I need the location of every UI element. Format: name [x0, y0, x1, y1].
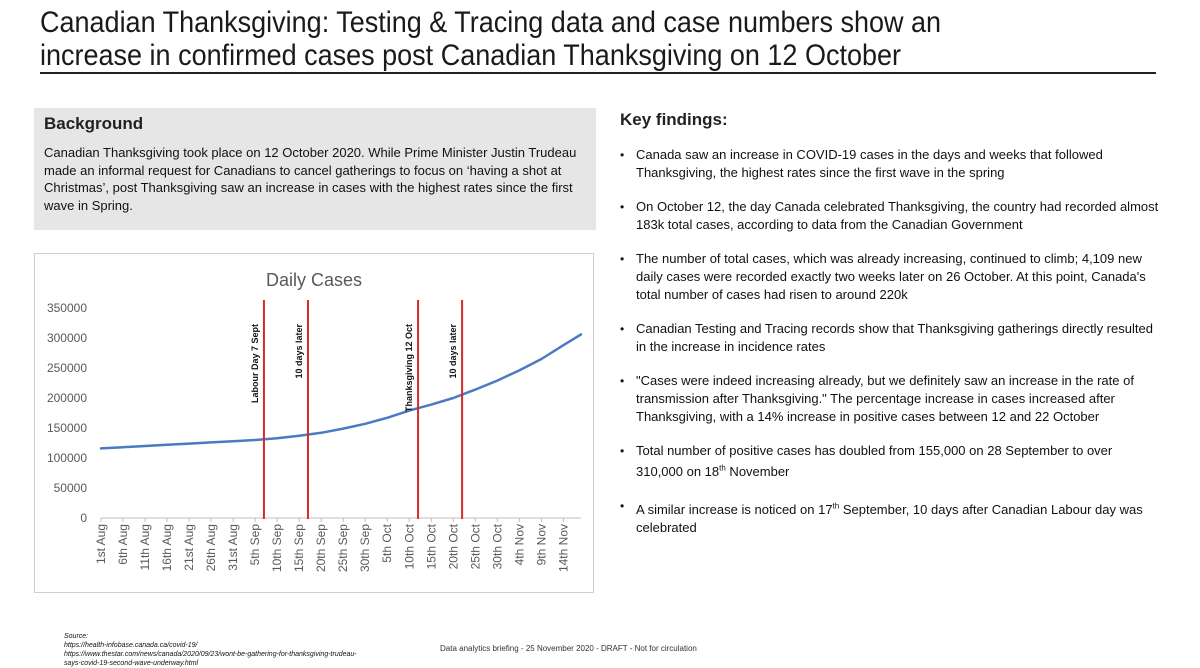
background-panel: Background Canadian Thanksgiving took pl…: [34, 108, 596, 230]
title-divider: [40, 72, 1156, 74]
y-tick-label: 150000: [47, 421, 87, 435]
x-tick-label: 6th Aug: [116, 524, 130, 565]
background-text: Canadian Thanksgiving took place on 12 O…: [44, 145, 577, 213]
finding-text: On October 12, the day Canada celebrated…: [636, 199, 1159, 232]
x-tick-label: 15th Oct: [424, 523, 438, 569]
key-findings-heading: Key findings:: [620, 110, 728, 129]
background-heading: Background: [44, 114, 144, 133]
bullet-icon: •: [620, 322, 625, 336]
y-tick-label: 0: [80, 511, 87, 525]
x-tick-label: 4th Nov: [512, 524, 526, 565]
x-tick-label: 5th Sep: [248, 524, 262, 566]
x-tick-label: 5th Oct: [380, 523, 394, 562]
finding-text: The number of total cases, which was alr…: [636, 251, 1146, 302]
x-tick-label: 10th Sep: [270, 524, 284, 572]
x-tick-label: 15th Sep: [292, 524, 306, 572]
x-tick-label: 31st Aug: [226, 524, 240, 571]
y-tick-label: 200000: [47, 391, 87, 405]
x-tick-label: 21st Aug: [182, 524, 196, 571]
event-marker-label: Labour Day 7 Sept: [250, 324, 260, 403]
chart-canvas: Daily Cases 0 50000 100000 150000 200000 25000…: [47, 270, 583, 572]
finding-text: Total number of positive cases has doubl…: [636, 443, 1113, 480]
finding-text: Canadian Testing and Tracing records sho…: [636, 321, 1153, 354]
source-link-1[interactable]: https://health-infobase.canada.ca/covid-…: [64, 642, 198, 649]
event-marker-label: 10 days later: [294, 324, 304, 379]
footer-text: Data analytics briefing - 25 November 20…: [440, 644, 697, 653]
source-label: Source:: [64, 633, 89, 640]
finding-item: • Total number of positive cases has doub…: [620, 442, 1160, 481]
x-tick-label: 10th Oct: [402, 523, 416, 569]
x-tick-label: 30th Sep: [358, 524, 372, 572]
y-tick-label: 350000: [47, 301, 87, 315]
bullet-icon: •: [620, 374, 625, 388]
x-tick-label: 26th Aug: [204, 524, 218, 571]
source-link-2[interactable]: https://www.thestar.com/news/canada/2020…: [64, 651, 357, 667]
bullet-icon: •: [620, 252, 625, 266]
x-tick-label: 20th Sep: [314, 524, 328, 572]
finding-text: A similar increase is noticed on 17th Se…: [636, 501, 1143, 535]
finding-item: • Canadian Testing and Tracing records sh…: [620, 320, 1160, 356]
y-tick-label: 250000: [47, 361, 87, 375]
finding-item: • On October 12, the day Canada celebrate…: [620, 198, 1160, 234]
page-title: Canadian Thanksgiving: Testing & Tracing…: [40, 6, 942, 72]
daily-cases-chart: Daily Cases 0 50000 100000 150000 200000 25000…: [34, 253, 594, 593]
finding-text: Canada saw an increase in COVID-19 cases…: [636, 147, 1103, 180]
finding-text: "Cases were indeed increasing already, b…: [636, 373, 1134, 424]
bullet-icon: •: [620, 200, 625, 214]
x-tick-label: 30th Oct: [490, 523, 504, 569]
x-tick-label: 9th Nov: [534, 524, 548, 565]
key-findings-list: • Canada saw an increase in COVID-19 case…: [620, 146, 1160, 553]
x-tick-label: 20th Oct: [446, 523, 460, 569]
event-marker-label: Thanksgiving 12 Oct: [404, 324, 414, 412]
chart-title: Daily Cases: [266, 270, 362, 290]
x-tick-label: 14th Nov: [556, 524, 570, 572]
x-tick-label: 11th Aug: [138, 524, 152, 571]
source-note: Source: https://health-infobase.canada.c…: [64, 632, 364, 668]
finding-item: • The number of total cases, which was al…: [620, 250, 1160, 304]
x-tick-label: 25th Sep: [336, 524, 350, 572]
x-tick-label: 1st Aug: [94, 524, 108, 564]
series-line: [99, 333, 583, 450]
bullet-icon: •: [620, 148, 625, 162]
finding-item: • A similar increase is noticed on 17th S…: [620, 497, 1160, 536]
bullet-icon: •: [620, 444, 625, 458]
y-tick-label: 50000: [54, 481, 88, 495]
y-tick-label: 100000: [47, 451, 87, 465]
y-tick-label: 300000: [47, 331, 87, 345]
bullet-icon: •: [620, 499, 625, 514]
x-tick-label: 16th Aug: [160, 524, 174, 571]
finding-item: • "Cases were indeed increasing already, …: [620, 372, 1160, 426]
event-marker-label: 10 days later: [448, 324, 458, 379]
x-tick-label: 25th Oct: [468, 523, 482, 569]
finding-item: • Canada saw an increase in COVID-19 case…: [620, 146, 1160, 182]
